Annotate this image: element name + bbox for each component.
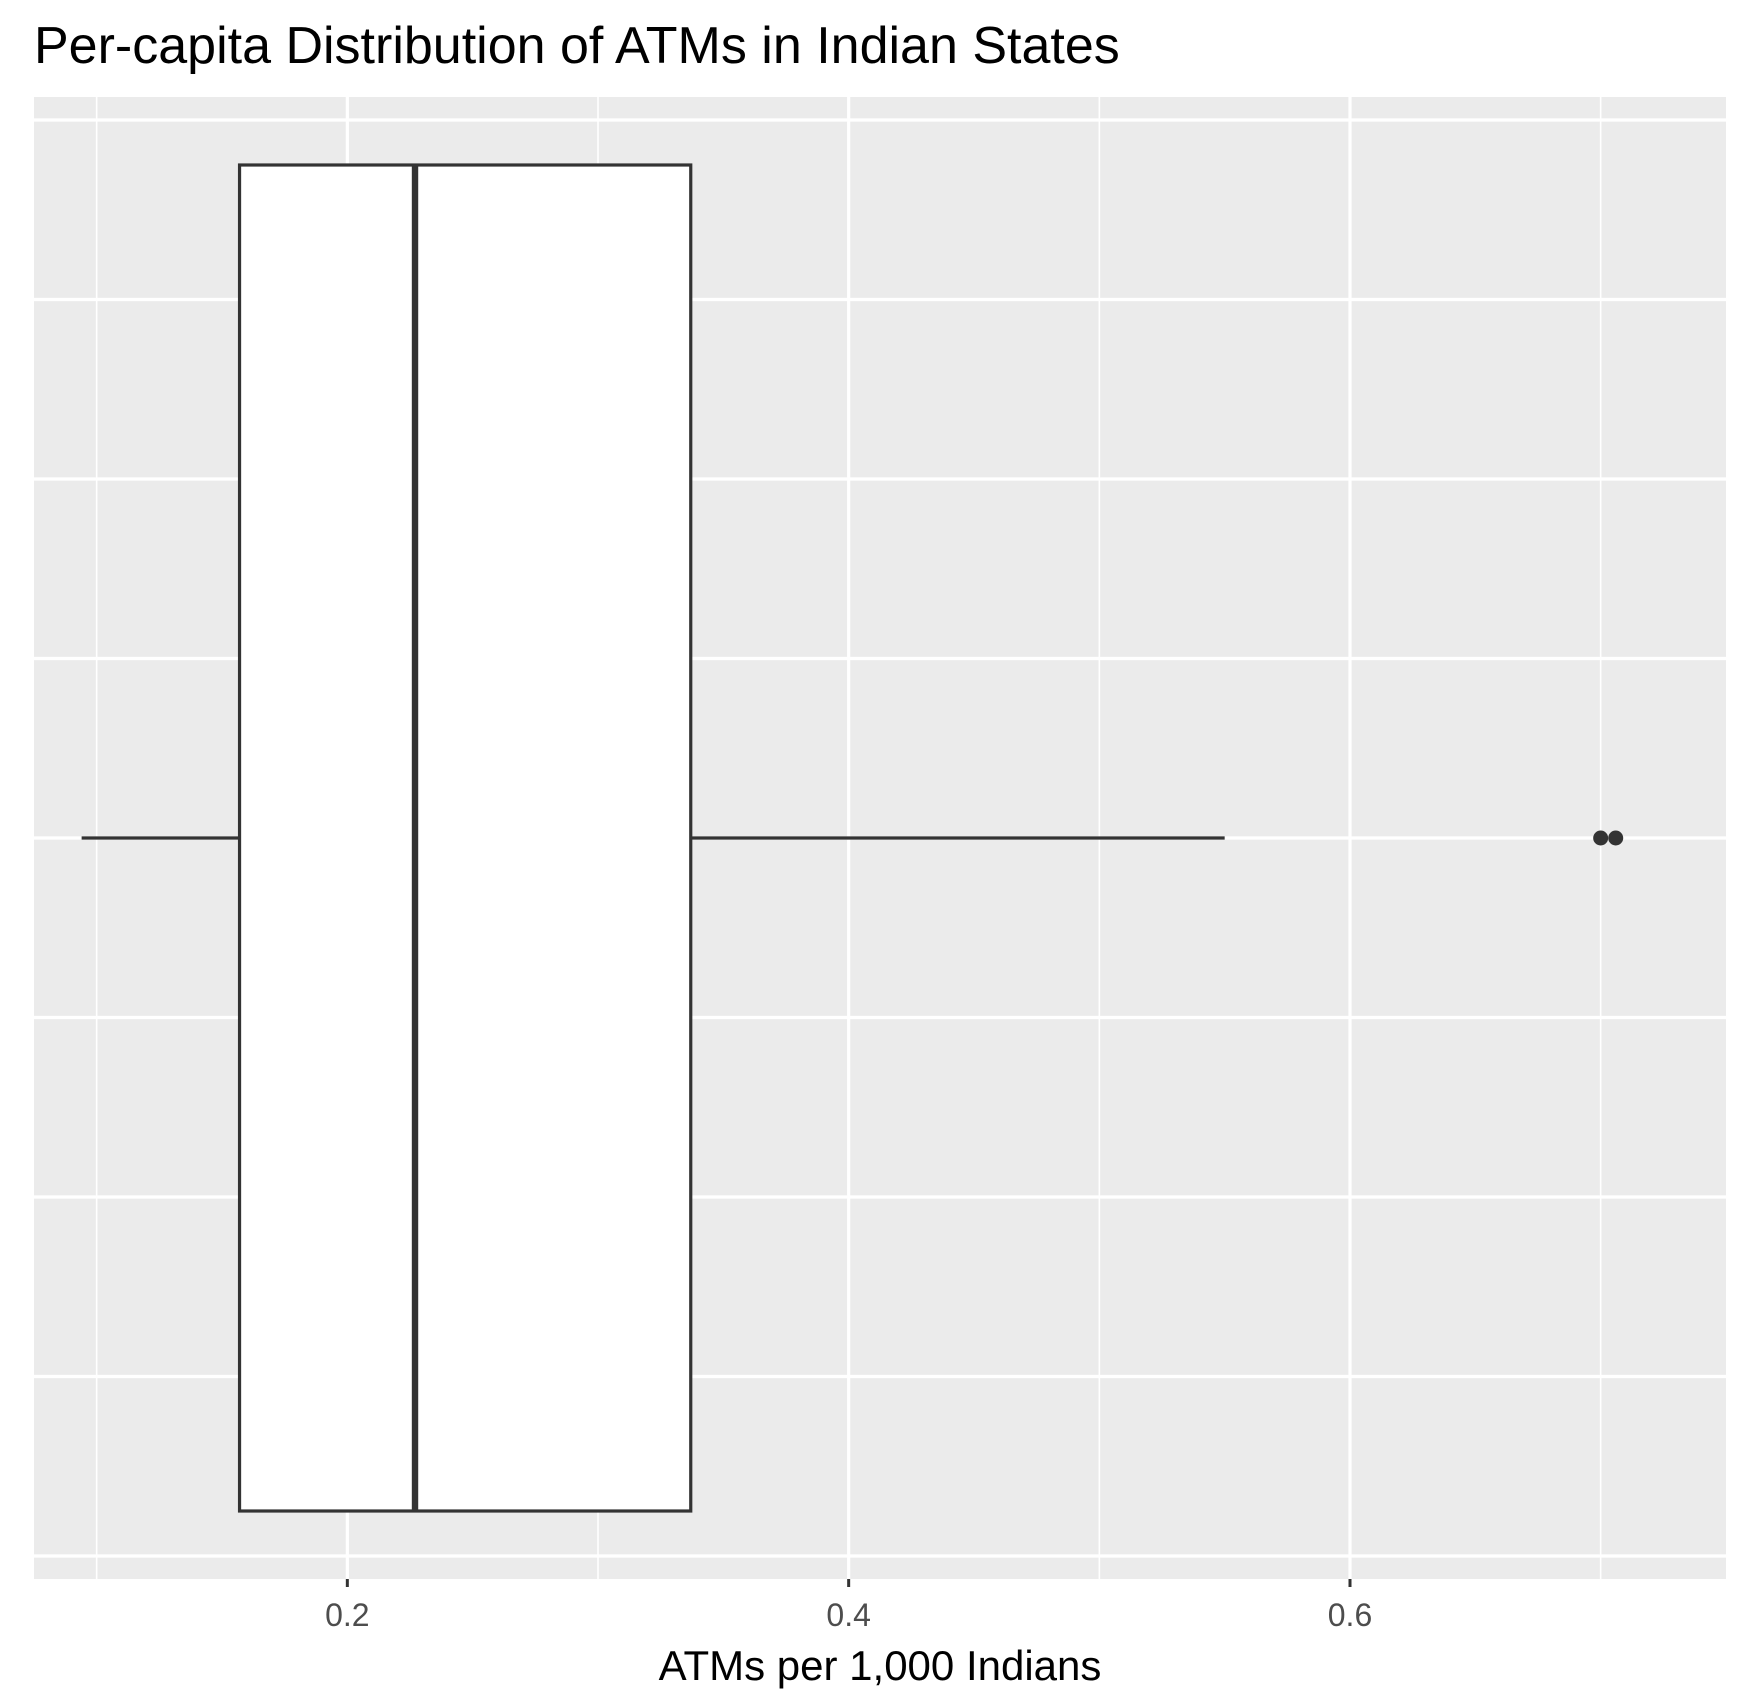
x-tick-label: 0.6 (1328, 1597, 1372, 1633)
x-axis-label: ATMs per 1,000 Indians (659, 1642, 1102, 1689)
iqr-box (237, 163, 693, 1513)
x-tick-label: 0.4 (826, 1597, 870, 1633)
x-tick-label: 0.2 (325, 1597, 369, 1633)
outlier-point (1593, 830, 1609, 846)
box-plot (81, 163, 1624, 1513)
outlier-point (1608, 830, 1624, 846)
chart-title: Per-capita Distribution of ATMs in India… (34, 17, 1120, 75)
x-axis-ticks: 0.2 0.4 0.6 (325, 1579, 1372, 1633)
